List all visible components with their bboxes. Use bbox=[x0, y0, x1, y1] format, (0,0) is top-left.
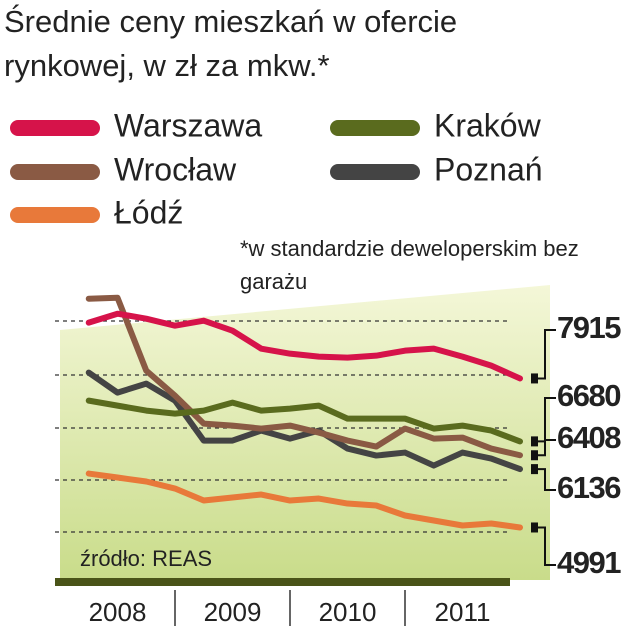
label-connector bbox=[538, 526, 556, 566]
label-connector bbox=[538, 468, 556, 491]
end-value-label: 7915 bbox=[557, 310, 621, 345]
legend-label: Poznań bbox=[434, 151, 543, 187]
label-connector bbox=[538, 439, 556, 457]
series-line bbox=[85, 310, 523, 382]
end-value-label: 6136 bbox=[557, 470, 621, 505]
end-marker bbox=[531, 464, 538, 475]
legend-label: Warszawa bbox=[114, 107, 262, 143]
series-line bbox=[85, 294, 523, 459]
end-marker bbox=[531, 373, 538, 384]
label-connector bbox=[538, 397, 556, 443]
source: źródło: REAS bbox=[80, 546, 212, 571]
end-marker bbox=[531, 450, 538, 461]
series-line bbox=[85, 397, 523, 445]
legend-label: Wrocław bbox=[114, 151, 237, 187]
x-tick-label: 2009 bbox=[204, 597, 262, 627]
series-line bbox=[85, 470, 523, 531]
chart-title: Średnie ceny mieszkań w ofercie rynkowej… bbox=[4, 4, 458, 83]
end-marker bbox=[531, 436, 538, 447]
x-tick-label: 2011 bbox=[435, 597, 491, 627]
label-connector bbox=[538, 329, 556, 380]
series-line bbox=[85, 369, 523, 473]
x-axis-bar bbox=[55, 578, 510, 586]
x-tick-label: 2008 bbox=[89, 597, 147, 627]
end-value-label: 4991 bbox=[557, 545, 621, 580]
footnote: *w standardzie deweloperskim bez garażu bbox=[240, 236, 579, 294]
end-marker bbox=[531, 522, 538, 533]
legend-label: Łódź bbox=[114, 194, 183, 230]
end-value-label: 6680 bbox=[557, 378, 620, 413]
end-value-label: 6408 bbox=[557, 420, 621, 455]
x-tick-label: 2010 bbox=[319, 597, 377, 627]
legend-label: Kraków bbox=[434, 107, 542, 143]
